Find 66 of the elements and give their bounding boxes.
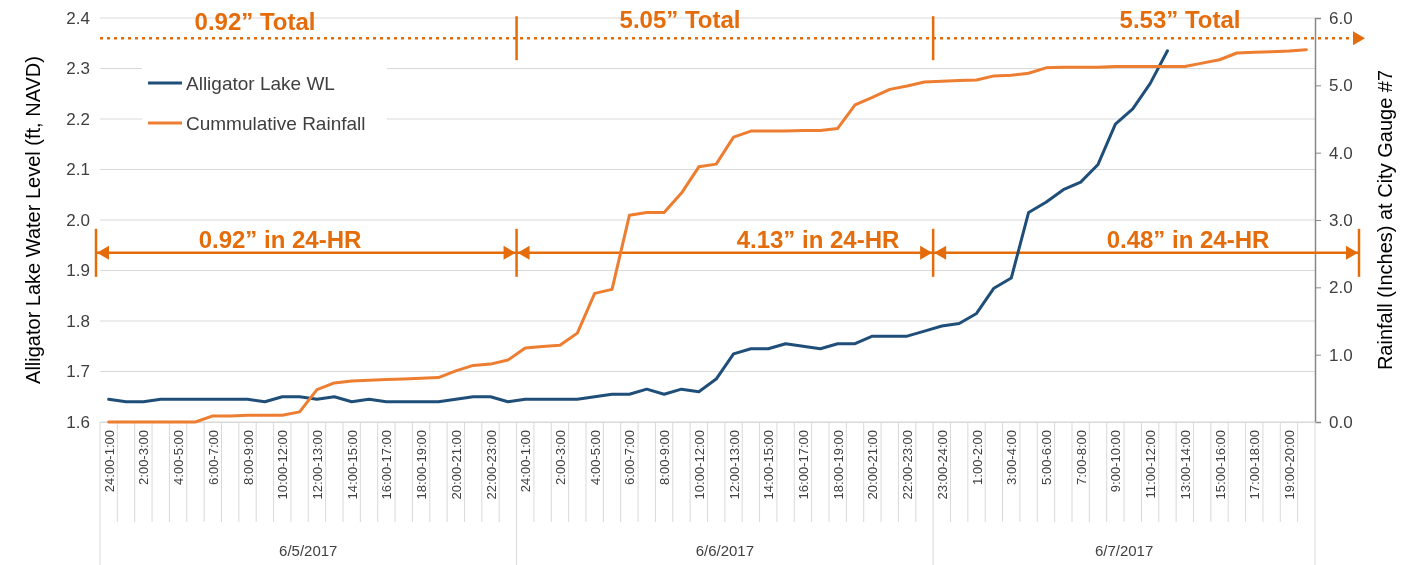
x-tick-label: 18:00-19:00 xyxy=(830,430,846,500)
x-tick-label: 14:00-15:00 xyxy=(761,430,777,500)
y2-tick-label: 4.0 xyxy=(1329,143,1353,163)
y-tick-label: 2.3 xyxy=(66,59,90,79)
x-tick-label: 6:00-7:00 xyxy=(622,430,638,485)
x-tick-label: 20:00-21:00 xyxy=(448,430,464,500)
text: 6/5/2017 xyxy=(279,542,338,559)
x-tick-label: 3:00-4:00 xyxy=(1004,430,1020,485)
y-axis-title: Alligator Lake Water Level (ft, NAVD) xyxy=(22,56,44,384)
x-tick-label: 22:00-23:00 xyxy=(483,430,499,500)
legend-label: Cummulative Rainfall xyxy=(186,113,366,134)
x-tick-label: 14:00-15:00 xyxy=(344,430,360,500)
annotation: 0.92” in 24-HR xyxy=(198,226,362,253)
x-tick-label: 6:00-7:00 xyxy=(205,430,221,485)
y-tick-label: 2.0 xyxy=(66,210,90,230)
y2-tick-label: 5.0 xyxy=(1329,76,1353,96)
x-tick-label: 12:00-13:00 xyxy=(309,430,325,500)
x-tick-label: 22:00-23:00 xyxy=(900,430,916,500)
y-tick-label: 1.7 xyxy=(66,362,90,382)
x-tick-label: 10:00-12:00 xyxy=(691,430,707,500)
annotation: 0.48” in 24-HR xyxy=(1106,226,1270,253)
x-tick-label: 10:00-12:00 xyxy=(275,430,291,500)
x-tick-label: 2:00-3:00 xyxy=(136,430,152,485)
y2-tick-label: 3.0 xyxy=(1329,210,1353,230)
x-tick-label: 16:00-17:00 xyxy=(379,430,395,500)
x-tick-label: 17:00-18:00 xyxy=(1247,430,1263,500)
x-tick-label: 24:00-1:00 xyxy=(518,430,534,493)
y-tick-label: 2.2 xyxy=(66,109,90,129)
x-tick-label: 8:00-9:00 xyxy=(240,430,256,485)
x-tick-label: 8:00-9:00 xyxy=(657,430,673,485)
y2-tick-label: 1.0 xyxy=(1329,345,1353,365)
x-tick-label: 13:00-14:00 xyxy=(1177,430,1193,500)
x-tick-label: 4:00-5:00 xyxy=(587,430,603,485)
y2-axis-title: Rainfall (Inches) at City Gauge #7 xyxy=(1374,69,1396,371)
y-tick-label: 2.4 xyxy=(66,8,90,28)
y-tick-label: 2.1 xyxy=(66,160,90,180)
x-tick-label: 7:00-8:00 xyxy=(1073,430,1089,485)
text: 6/6/2017 xyxy=(695,542,755,559)
x-tick-label: 23:00-24:00 xyxy=(934,430,950,500)
x-tick-label: 2:00-3:00 xyxy=(552,430,568,485)
y2-tick-label: 6.0 xyxy=(1329,8,1353,28)
x-tick-label: 9:00-10:00 xyxy=(1108,430,1124,493)
line-series xyxy=(107,48,1308,424)
x-tick-label: 20:00-21:00 xyxy=(865,430,881,500)
x-tick-label: 16:00-17:00 xyxy=(795,430,811,500)
y-tick-label: 1.8 xyxy=(66,311,90,331)
x-tick-label: 11:00-12:00 xyxy=(1143,430,1159,499)
y2-tick-label: 0.0 xyxy=(1329,412,1353,432)
x-tick-label: 18:00-19:00 xyxy=(414,430,430,500)
y2-tick-label: 2.0 xyxy=(1329,278,1353,298)
line-series xyxy=(107,49,1169,404)
y-tick-label: 1.9 xyxy=(66,261,90,281)
y-tick-label: 1.6 xyxy=(66,412,90,432)
annotation: 5.53” Total xyxy=(1119,6,1241,33)
text: 6/7/2017 xyxy=(1094,542,1154,559)
x-tick-label: 4:00-5:00 xyxy=(171,430,187,485)
x-tick-label: 5:00-6:00 xyxy=(1038,430,1054,485)
legend-label: Alligator Lake WL xyxy=(186,73,335,94)
x-tick-label: 19:00-20:00 xyxy=(1281,430,1297,500)
x-tick-label: 1:00-2:00 xyxy=(969,430,985,485)
x-tick-label: 12:00-13:00 xyxy=(726,430,742,500)
annotation: 4.13” in 24-HR xyxy=(736,226,900,253)
x-tick-label: 24:00-1:00 xyxy=(101,430,117,493)
annotation: 0.92” Total xyxy=(194,8,316,35)
annotation: 5.05” Total xyxy=(619,6,741,33)
x-tick-label: 15:00-16:00 xyxy=(1212,430,1228,500)
